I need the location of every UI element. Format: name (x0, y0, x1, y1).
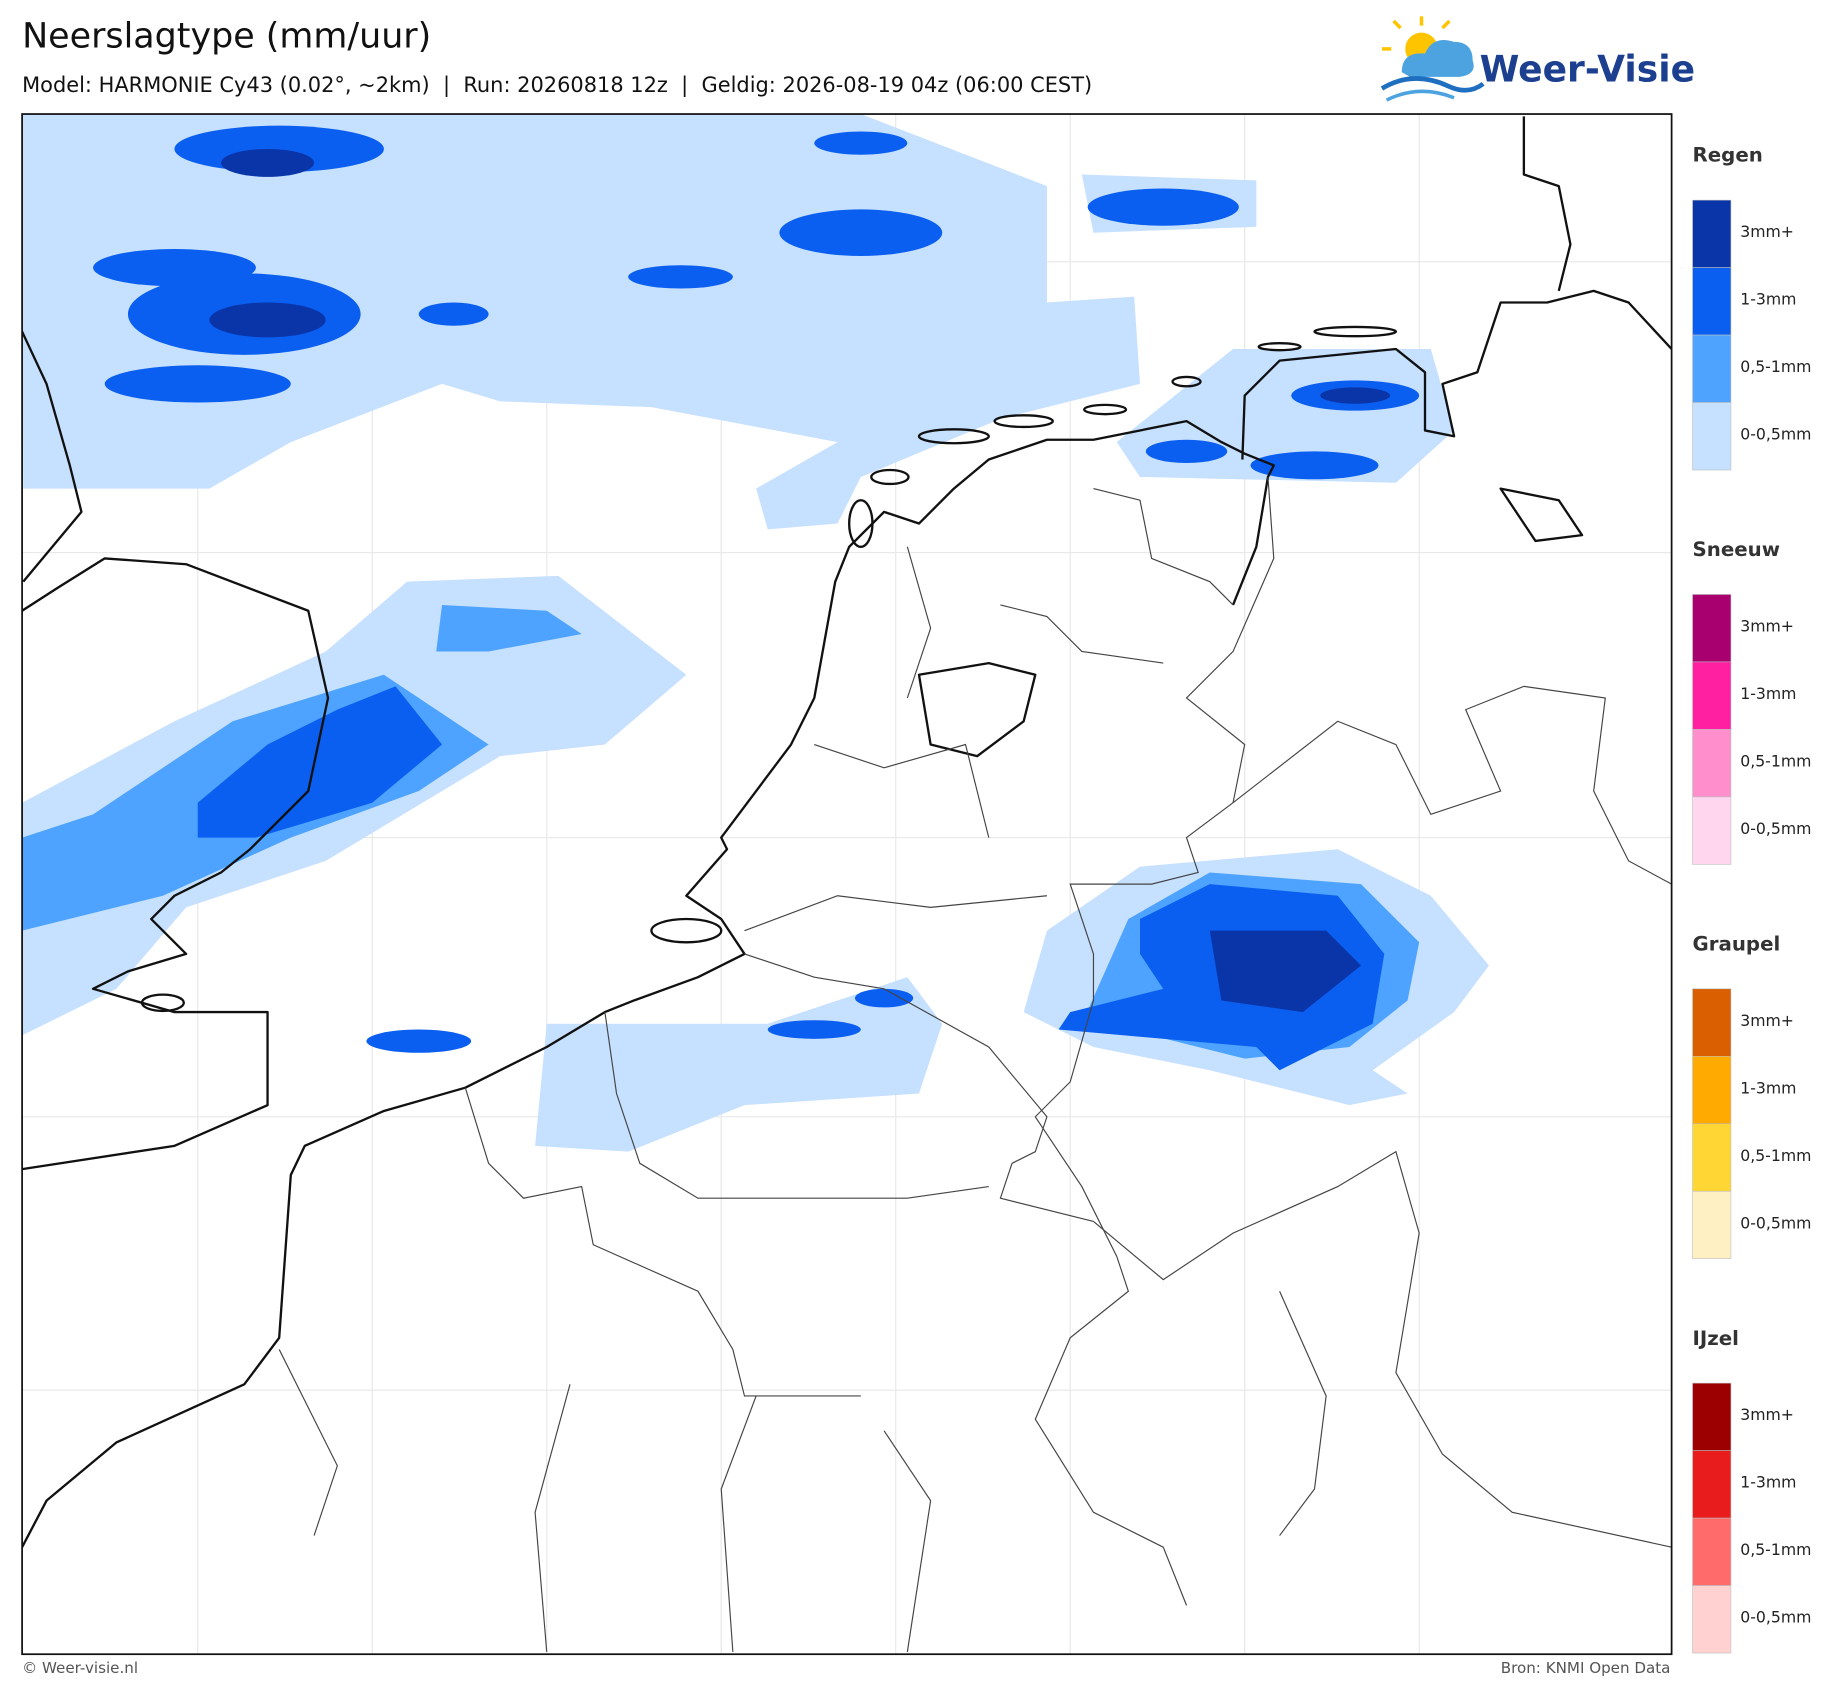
subtitle: Model: HARMONIE Cy43 (0.02°, ~2km) | Run… (22, 73, 1092, 98)
logo-text: Weer-Visie (1480, 48, 1695, 90)
legend-label: 0-0,5mm (1740, 1608, 1811, 1627)
legend-swatch (1692, 334, 1732, 403)
legend-swatch (1692, 1055, 1732, 1125)
legend-swatch (1692, 199, 1732, 268)
borders (278, 476, 1672, 1652)
legend-swatch (1692, 594, 1732, 663)
legend-label: 1-3mm (1740, 1078, 1796, 1097)
legend-swatch (1692, 402, 1732, 471)
legend-label: 0-0,5mm (1740, 425, 1811, 444)
legend-title: Sneeuw (1693, 538, 1780, 561)
coastlines (22, 116, 1672, 1548)
legend-swatch (1692, 1450, 1732, 1519)
legend-label: 1-3mm (1740, 1473, 1796, 1492)
legend-label: 3mm+ (1740, 222, 1794, 241)
legend-swatch (1692, 267, 1732, 336)
legend-label: 1-3mm (1740, 684, 1796, 703)
legend-swatch (1692, 988, 1732, 1057)
legend-swatch (1692, 1382, 1732, 1451)
legend-title: IJzel (1693, 1327, 1739, 1350)
legend-label: 3mm+ (1740, 1011, 1794, 1030)
legend-label: 0,5-1mm (1740, 1146, 1811, 1165)
map (22, 114, 1672, 1655)
legend-label: 0,5-1mm (1740, 751, 1811, 770)
legend-label: 0,5-1mm (1740, 1540, 1811, 1559)
legend-label: 3mm+ (1740, 617, 1794, 636)
legend-label: 3mm+ (1740, 1405, 1794, 1424)
legend-label: 0,5-1mm (1740, 357, 1811, 376)
legend-label: 0-0,5mm (1740, 819, 1811, 838)
legend-swatch (1692, 796, 1732, 865)
logo-wave (1385, 89, 1455, 102)
legend-swatch (1692, 661, 1732, 730)
legend-label: 1-3mm (1740, 290, 1796, 309)
title: Neerslagtype (mm/uur) (22, 17, 431, 57)
logo-cloud (1401, 40, 1474, 77)
legend-title: Graupel (1693, 932, 1781, 955)
map-frame (21, 113, 1673, 1656)
legend-swatch (1692, 729, 1732, 798)
logo-rays (1381, 16, 1451, 51)
legend-title: Regen (1693, 144, 1763, 167)
footer-credit: © Weer-visie.nl (22, 1659, 138, 1677)
precipitation (22, 114, 1489, 1152)
legend-swatch (1692, 1190, 1732, 1259)
legend: Regen 3mm+ 1-3mm 0,5-1mm 0-0,5mm Sneeuw 3mm+ 1-… (1692, 144, 1811, 1654)
logo: Weer-Visie (1380, 16, 1695, 102)
legend-swatch (1692, 1123, 1732, 1192)
legend-swatch (1692, 1517, 1732, 1586)
legend-label: 0-0,5mm (1740, 1213, 1811, 1232)
footer-source: Bron: KNMI Open Data (1501, 1659, 1671, 1677)
logo-wave (1380, 76, 1485, 93)
legend-swatch (1692, 1585, 1732, 1654)
